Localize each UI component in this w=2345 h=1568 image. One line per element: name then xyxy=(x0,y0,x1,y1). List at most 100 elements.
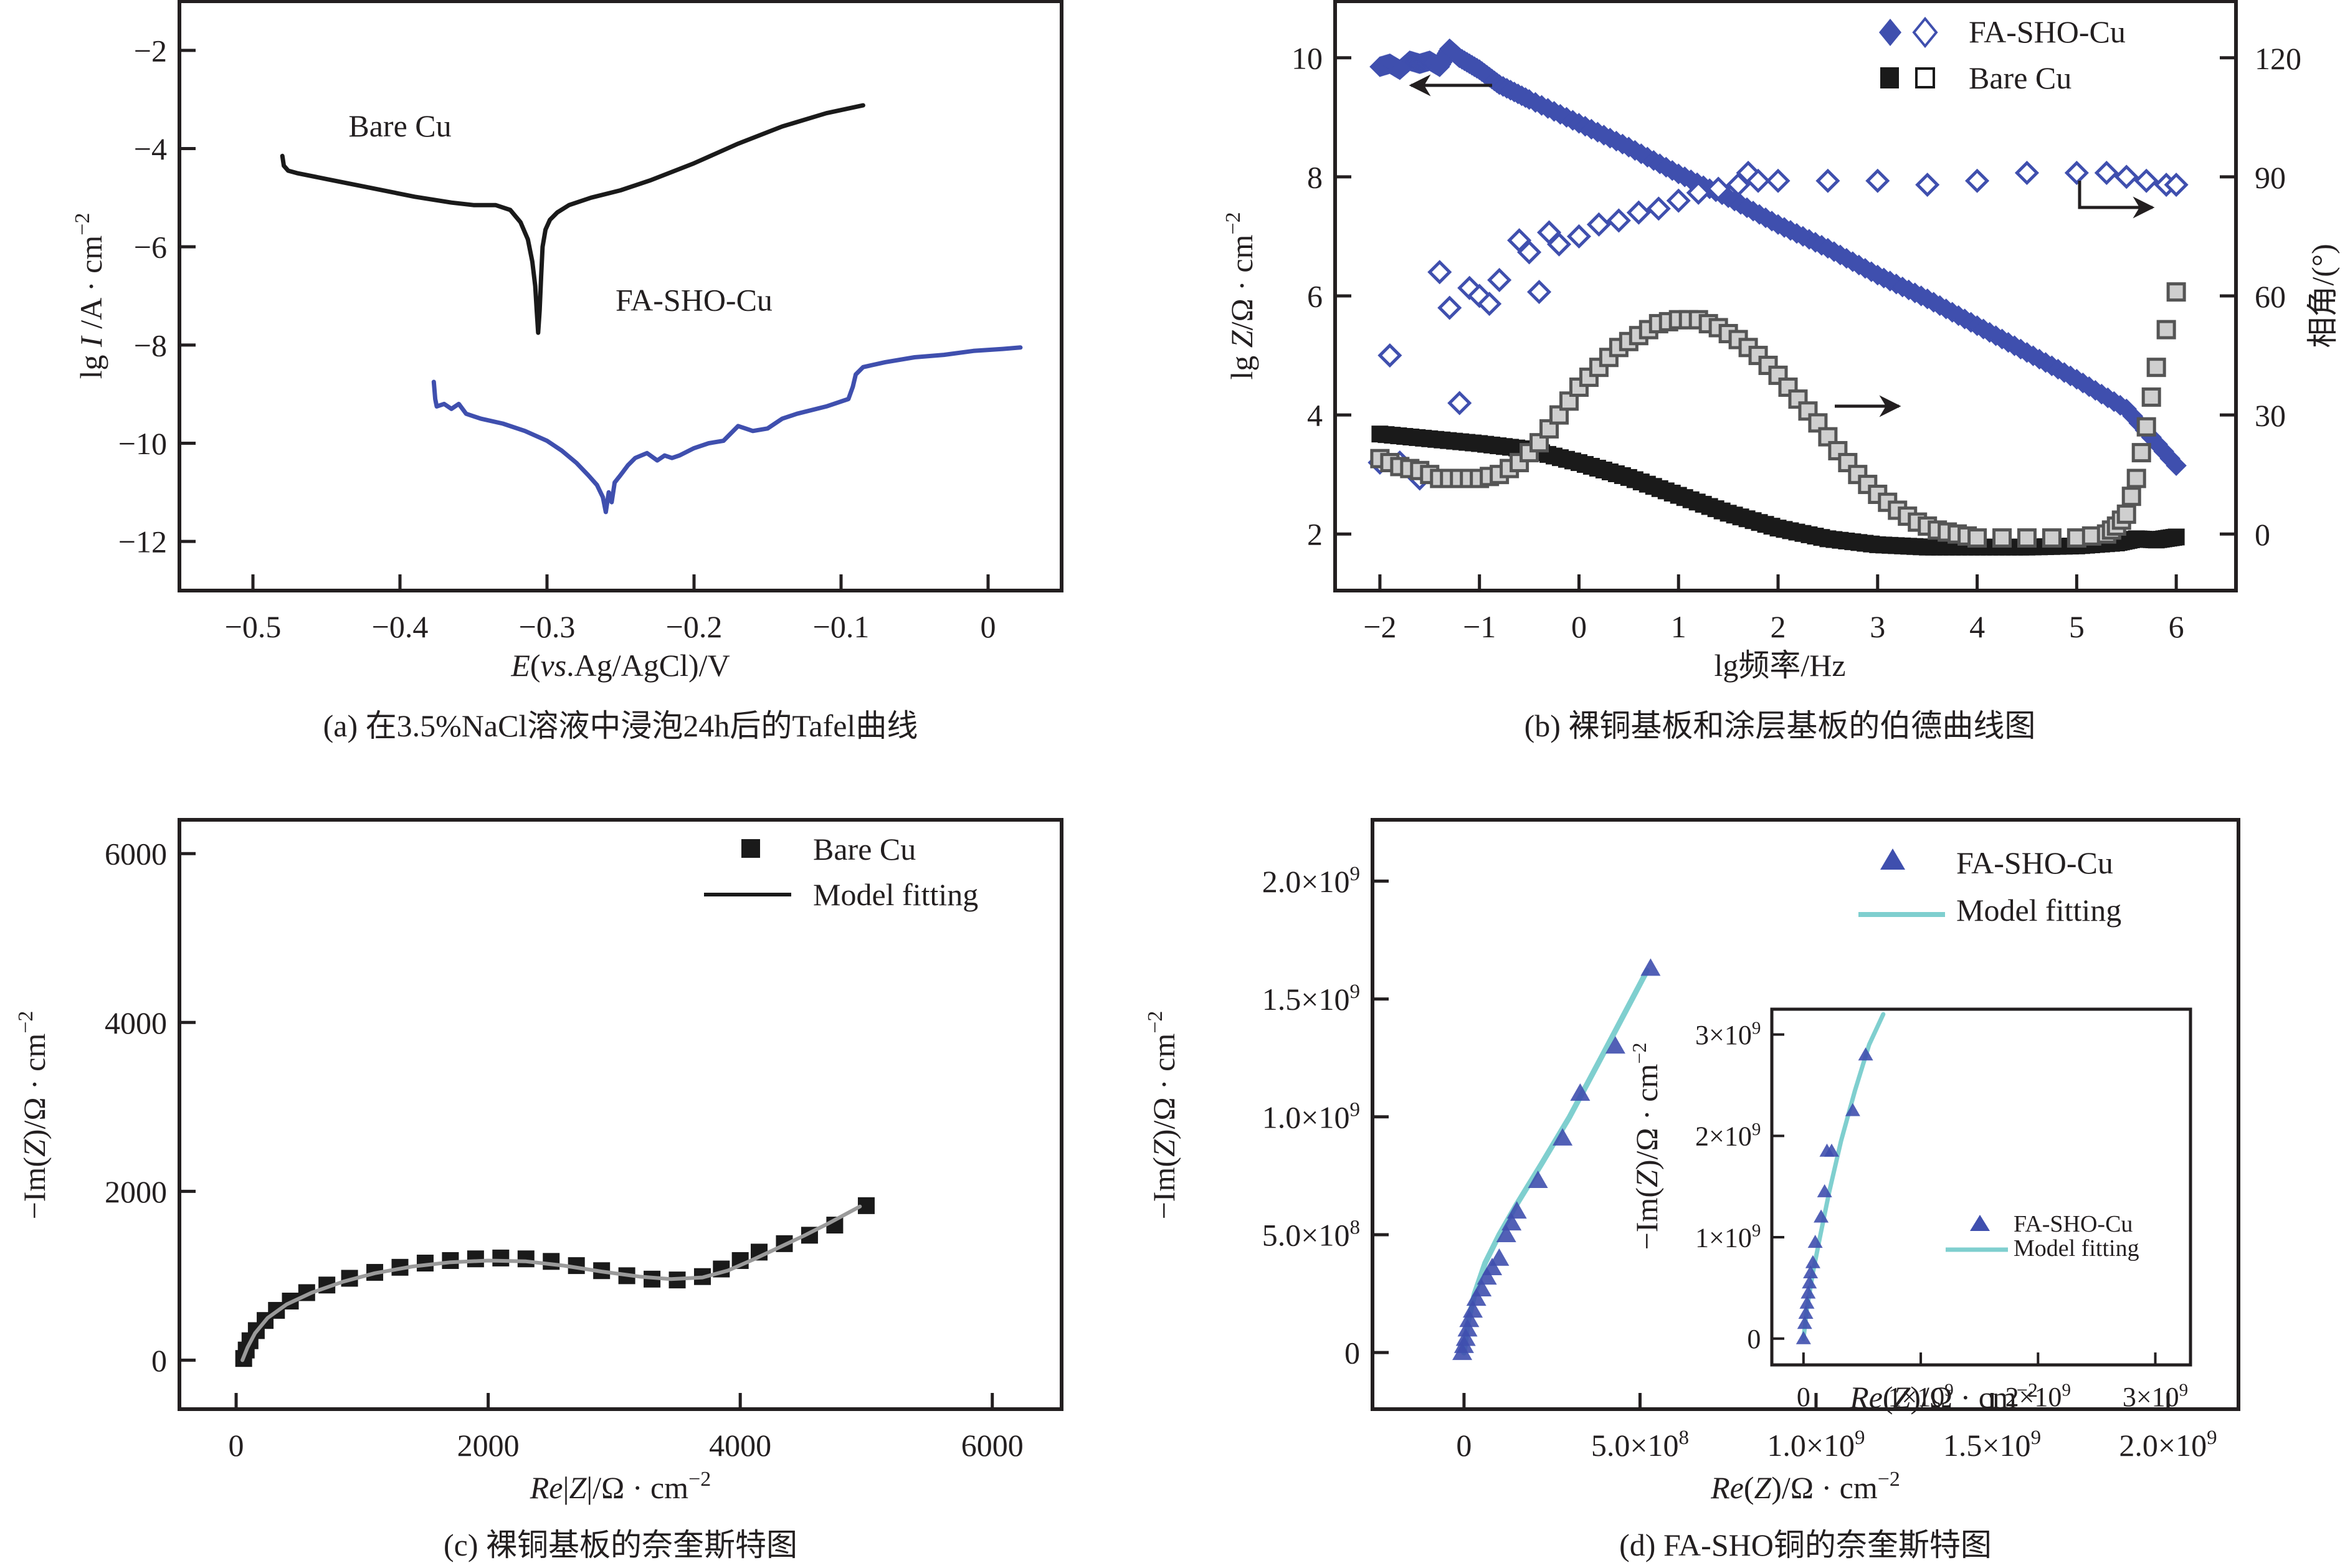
x-axis-ticks: −0.5 −0.4 −0.3 −0.2 −0.1 0 xyxy=(225,574,996,644)
legend: FA-SHO-Cu Bare Cu xyxy=(1879,14,2126,95)
data-point xyxy=(2134,168,2159,193)
legend: Bare Cu Model fitting xyxy=(704,832,978,912)
data-point xyxy=(1586,212,1611,237)
inset-data-point xyxy=(1796,1331,1811,1344)
tick-label: 4000 xyxy=(709,1428,771,1463)
data-point xyxy=(1457,1319,1478,1337)
panel-caption: (b) 裸铜基板和涂层基板的伯德曲线图 xyxy=(1524,708,2036,743)
inset-data-point xyxy=(1798,1306,1814,1319)
data-point xyxy=(2167,528,2185,546)
y-axis-ticks: 0 2000 4000 6000 xyxy=(105,837,196,1378)
panel-d-nyquist-fa-sho-cu: 0 5.0×108 1.0×109 1.5×109 2.0×109 0 5.0×108 1.… xyxy=(1144,818,2240,1562)
tick-label: 6000 xyxy=(961,1428,1024,1463)
inset-data-point xyxy=(1817,1184,1832,1197)
tick-label: 1 xyxy=(1671,609,1686,644)
data-point xyxy=(1798,401,1818,421)
inset-x-axis-ticks: 0 1×109 2×109 3×109 xyxy=(1797,1352,2188,1412)
data-point xyxy=(1606,208,1631,233)
tick-label: 90 xyxy=(2255,160,2286,195)
y-axis-label: −Im(Z)/Ω · cm−2 xyxy=(1144,1011,1181,1220)
inset-series-layer xyxy=(1796,1012,1886,1344)
data-point xyxy=(1520,443,1539,463)
data-point xyxy=(517,1250,535,1268)
tick-label: 0 xyxy=(151,1343,167,1378)
tick-label: 2000 xyxy=(105,1174,167,1209)
filled-square-icon xyxy=(1880,67,1899,88)
data-point xyxy=(1965,168,1990,193)
data-point xyxy=(1626,200,1651,225)
tick-label: 4000 xyxy=(105,1005,167,1040)
legend-label: Model fitting xyxy=(813,877,978,912)
tick-label: 0 xyxy=(1571,609,1587,644)
data-point xyxy=(1496,1224,1516,1242)
tick-label: −2 xyxy=(1363,609,1396,644)
inset-data-point xyxy=(1800,1285,1816,1299)
tick-label: −10 xyxy=(118,426,167,461)
data-point xyxy=(1517,240,1542,265)
data-point xyxy=(1818,427,1838,447)
tick-label: 0 xyxy=(1797,1382,1810,1412)
data-point xyxy=(2131,443,2151,463)
tick-label: 30 xyxy=(2255,398,2286,433)
data-point xyxy=(1686,180,1711,205)
data-point xyxy=(2114,164,2139,189)
annotations: Bare Cu FA-SHO-Cu xyxy=(348,108,773,318)
tick-label: 3×109 xyxy=(2123,1380,2188,1412)
tick-label: 5.0×108 xyxy=(1262,1216,1360,1252)
tick-label: 2000 xyxy=(457,1428,520,1463)
tick-label: 4 xyxy=(1307,398,1323,433)
curve-annotation: Bare Cu xyxy=(348,108,451,143)
legend-label: Bare Cu xyxy=(813,832,916,867)
tick-label: −0.5 xyxy=(225,609,282,644)
data-point xyxy=(467,1250,484,1268)
legend-label: FA-SHO-Cu xyxy=(1956,845,2113,880)
y-axis-label-right: 相角/(°) xyxy=(2305,244,2340,348)
data-point xyxy=(1646,196,1671,221)
inset-plot: 0 1×109 2×109 3×109 0 1×109 2×109 3×109 FA-SHO… xyxy=(1628,1007,2192,1415)
x-axis-ticks: 0 5.0×108 1.0×109 1.5×109 2.0×109 xyxy=(1456,1393,2217,1463)
data-point xyxy=(1746,168,1771,193)
x-axis-label: Re(Z)/Ω · cm−2 xyxy=(1710,1468,1900,1505)
tick-label: 4 xyxy=(1969,609,1985,644)
inset-x-axis-label: Re(Z)/Ω · cm−2 xyxy=(1849,1379,2038,1415)
y-axis-label: lg I /A · cm−2 xyxy=(71,213,108,379)
data-point xyxy=(1640,958,1661,976)
data-point xyxy=(2166,455,2187,477)
panel-caption: (c) 裸铜基板的奈奎斯特图 xyxy=(444,1528,797,1562)
curve-annotation: FA-SHO-Cu xyxy=(616,283,773,318)
x-axis-label: Re|Z|/Ω · cm−2 xyxy=(530,1468,711,1505)
inset-data-point xyxy=(1797,1316,1812,1329)
data-point xyxy=(2146,358,2166,378)
legend: FA-SHO-Cu Model fitting xyxy=(1858,845,2121,928)
data-point xyxy=(1967,528,1987,548)
panel-b-bode-plot: −2 −1 0 1 2 3 4 5 6 2 4 6 8 10 0 30 60 90 120 FA-SHO-Cu … xyxy=(1222,0,2340,743)
inset-data-point xyxy=(1807,1235,1823,1248)
tick-label: −4 xyxy=(134,131,167,166)
data-point xyxy=(1463,1300,1483,1318)
tick-label: 5.0×108 xyxy=(1591,1427,1689,1463)
data-point xyxy=(1466,1288,1486,1306)
tick-label: 120 xyxy=(2255,41,2301,76)
y-axis-ticks-right: 0 30 60 90 120 xyxy=(2220,41,2301,552)
series-line-fa-sho-cu xyxy=(431,345,1023,515)
series-layer xyxy=(1368,38,2189,556)
panel-a-tafel-plot: −0.5 −0.4 −0.3 −0.2 −0.1 0 −2 −4 −6 −8 −10 −12 Bar… xyxy=(71,0,1063,743)
data-point xyxy=(1501,1213,1522,1231)
data-point xyxy=(1489,1248,1510,1266)
data-point xyxy=(1528,1170,1548,1188)
data-point xyxy=(1472,1279,1492,1297)
data-point xyxy=(1706,176,1731,201)
inset-data-point xyxy=(1845,1103,1860,1116)
inset-data-point xyxy=(1858,1047,1873,1061)
tick-label: 0 xyxy=(1747,1324,1761,1354)
tick-label: 0 xyxy=(1344,1336,1360,1371)
data-point xyxy=(1570,1083,1591,1101)
data-point xyxy=(2156,320,2176,340)
tick-label: −0.2 xyxy=(666,609,723,644)
data-point xyxy=(1427,260,1452,285)
tick-label: 1.0×109 xyxy=(1767,1427,1865,1463)
data-point xyxy=(1482,1257,1503,1275)
data-point xyxy=(1459,1309,1480,1328)
tick-label: 1.5×109 xyxy=(1262,981,1360,1017)
data-point xyxy=(2064,160,2089,186)
